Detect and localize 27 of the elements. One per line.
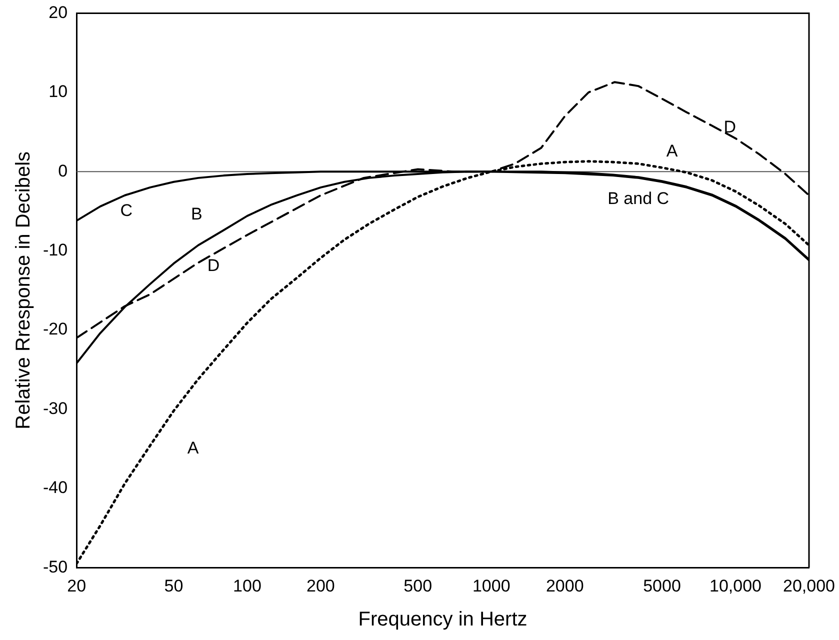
y-tick-label: -40 <box>42 478 68 498</box>
x-tick-label: 500 <box>404 576 432 596</box>
x-tick-label: 5000 <box>643 576 681 596</box>
x-axis-title: Frequency in Hertz <box>358 608 528 631</box>
y-tick-label: 0 <box>58 161 68 180</box>
x-tick-label: 10,000 <box>710 576 762 596</box>
x-tick-label: 100 <box>233 576 262 596</box>
x-tick-label: 20 <box>67 576 86 596</box>
y-tick-label: -10 <box>42 240 68 260</box>
annotation: B and C <box>608 189 670 208</box>
y-tick-label: -50 <box>42 557 68 576</box>
x-tick-label: 200 <box>306 576 335 596</box>
annotation: A <box>187 438 200 458</box>
annotation: D <box>724 118 736 137</box>
y-tick-label: 20 <box>48 2 68 22</box>
x-tick-label: 2000 <box>546 576 584 596</box>
y-axis-title: Relative Rresponse in Decibels <box>12 151 35 430</box>
x-tick-label: 1000 <box>472 576 510 596</box>
x-tick-label: 20,000 <box>783 576 835 596</box>
annotation: B <box>191 204 202 224</box>
x-tick-label: 50 <box>164 576 184 596</box>
y-tick-label: 10 <box>48 82 68 102</box>
annotation: A <box>666 141 678 160</box>
annotation: C <box>120 200 133 220</box>
y-tick-label: -20 <box>42 320 68 339</box>
y-tick-label: -30 <box>42 398 68 418</box>
annotation: D <box>207 256 220 276</box>
